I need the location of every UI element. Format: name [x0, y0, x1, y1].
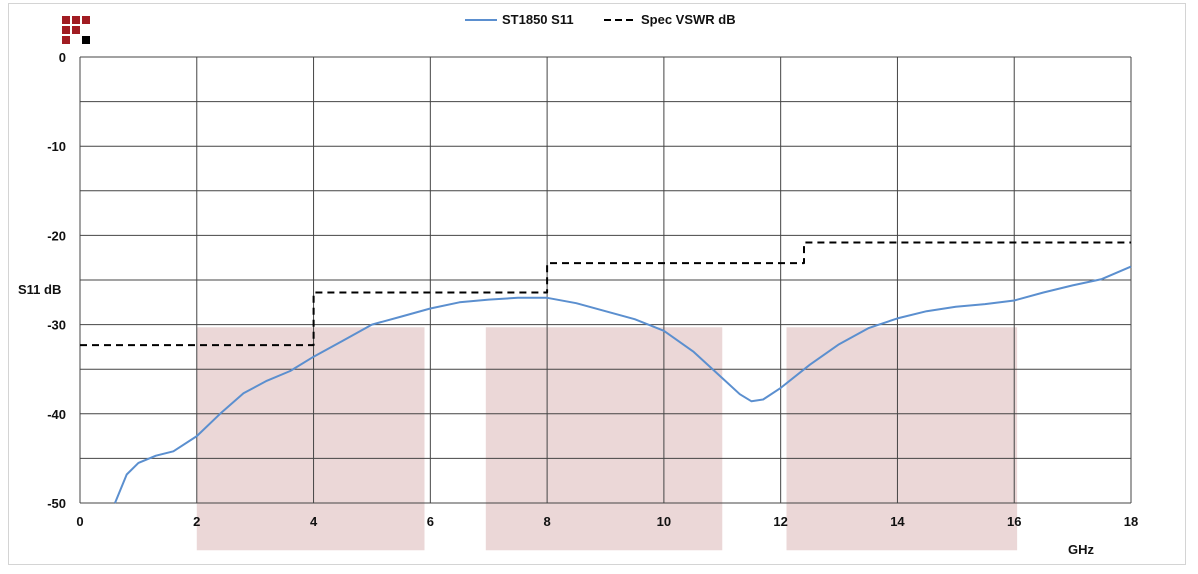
- grid-lines: [79, 56, 1132, 504]
- x-tick-label: 2: [193, 514, 200, 529]
- shaded-bands: [196, 327, 1018, 551]
- y-tick-label: -40: [47, 407, 66, 422]
- x-tick-labels: 0 2 4 6 8 10 12 14 16 18: [76, 514, 1138, 529]
- y-axis-label: S11 dB: [18, 282, 61, 297]
- shaded-band-1: [196, 327, 425, 551]
- chart-frame: [8, 3, 1186, 565]
- x-axis-label: GHz: [1068, 542, 1095, 557]
- x-tick-label: 12: [773, 514, 787, 529]
- y-tick-label: -20: [47, 228, 66, 243]
- legend-label-st1850: ST1850 S11: [502, 12, 574, 27]
- x-tick-label: 8: [543, 514, 550, 529]
- company-logo: [62, 16, 96, 50]
- x-tick-label: 18: [1124, 514, 1138, 529]
- series-line-spec-vswr: [80, 241, 1131, 347]
- x-tick-label: 10: [657, 514, 671, 529]
- x-tick-label: 6: [427, 514, 434, 529]
- y-tick-labels: 0 -10 -20 -30 -40 -50: [47, 50, 66, 511]
- x-tick-label: 0: [76, 514, 83, 529]
- legend: ST1850 S11 Spec VSWR dB: [465, 12, 736, 27]
- series-lines: [80, 241, 1132, 504]
- y-tick-label: -30: [47, 318, 66, 333]
- shaded-band-3: [786, 327, 1018, 551]
- x-tick-label: 14: [890, 514, 905, 529]
- x-tick-label: 16: [1007, 514, 1021, 529]
- x-tick-label: 4: [310, 514, 318, 529]
- shaded-band-2: [485, 327, 723, 551]
- y-tick-label: -10: [47, 139, 66, 154]
- series-line-st1850-s11: [114, 265, 1132, 504]
- y-tick-label: -50: [47, 496, 66, 511]
- legend-label-spec: Spec VSWR dB: [641, 12, 736, 27]
- y-tick-label: 0: [59, 50, 66, 65]
